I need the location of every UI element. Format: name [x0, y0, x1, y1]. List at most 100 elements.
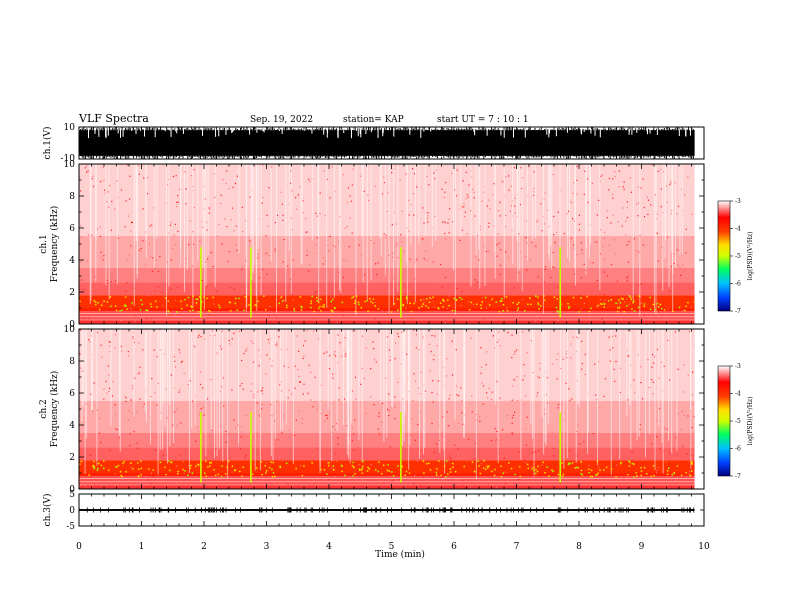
noise-speck	[461, 290, 463, 293]
noise-speck	[152, 476, 154, 478]
vertical-streak	[530, 329, 532, 425]
noise-speck	[432, 261, 434, 264]
intensity-hotspot	[263, 295, 265, 297]
noise-speck	[236, 175, 238, 177]
vertical-streak	[630, 329, 632, 450]
intensity-hotspot	[517, 307, 519, 309]
intensity-hotspot	[488, 465, 490, 467]
intensity-hotspot	[518, 465, 521, 468]
noise-speck	[624, 301, 626, 303]
noise-speck	[350, 486, 352, 488]
noise-speck	[536, 221, 538, 223]
intensity-hotspot	[491, 470, 493, 473]
noise-speck	[416, 460, 418, 462]
noise-speck	[104, 189, 106, 191]
vertical-streak	[578, 329, 580, 408]
noise-speck	[92, 185, 95, 188]
vertical-streak	[526, 164, 528, 261]
intensity-hotspot	[616, 306, 619, 309]
intensity-hotspot	[270, 461, 272, 463]
noise-speck	[691, 318, 693, 320]
noise-speck	[428, 184, 430, 186]
noise-speck	[222, 178, 224, 181]
noise-speck	[641, 439, 643, 442]
noise-speck	[170, 259, 172, 261]
noise-speck	[105, 380, 107, 382]
vertical-streak	[454, 329, 456, 420]
intensity-hotspot	[629, 296, 632, 299]
noise-speck	[443, 477, 445, 479]
noise-speck	[666, 428, 668, 430]
intensity-hotspot	[274, 475, 276, 478]
noise-speck	[460, 304, 462, 306]
intensity-hotspot	[591, 475, 593, 478]
noise-speck	[111, 421, 113, 423]
noise-speck	[344, 337, 346, 339]
noise-speck	[364, 274, 366, 276]
noise-speck	[269, 306, 271, 308]
vertical-streak	[326, 164, 328, 308]
intensity-hotspot	[586, 295, 588, 298]
intensity-hotspot	[152, 469, 155, 471]
intensity-hotspot	[103, 467, 105, 470]
noise-speck	[428, 343, 431, 345]
noise-speck	[125, 290, 127, 292]
noise-speck	[287, 265, 289, 267]
noise-speck	[214, 196, 216, 198]
intensity-hotspot	[167, 310, 169, 312]
noise-speck	[669, 452, 671, 454]
noise-speck	[673, 262, 675, 265]
ch3-waveform-ylabel: ch.3(V)	[42, 494, 53, 527]
intensity-hotspot	[638, 295, 641, 297]
intensity-hotspot	[279, 466, 281, 469]
noise-speck	[170, 374, 172, 376]
noise-speck	[299, 185, 301, 188]
noise-speck	[79, 176, 81, 178]
spike-event	[200, 247, 202, 318]
intensity-hotspot	[603, 302, 605, 305]
intensity-hotspot	[666, 473, 669, 475]
noise-speck	[339, 342, 341, 344]
noise-speck	[258, 365, 260, 367]
noise-speck	[319, 213, 321, 215]
noise-speck	[245, 454, 247, 456]
noise-speck	[581, 363, 583, 365]
y-tick-label: 2	[69, 288, 75, 298]
intensity-hotspot	[622, 298, 624, 300]
vertical-streak	[250, 164, 252, 240]
noise-speck	[470, 337, 472, 339]
vertical-streak	[542, 164, 544, 314]
noise-speck	[486, 397, 488, 399]
noise-speck	[676, 249, 678, 251]
vertical-streak	[96, 329, 98, 466]
intensity-hotspot	[672, 310, 674, 313]
noise-speck	[174, 315, 176, 317]
noise-speck	[603, 293, 606, 295]
noise-speck	[405, 353, 408, 355]
noise-speck	[334, 351, 336, 353]
noise-speck	[608, 189, 610, 191]
noise-speck	[197, 336, 199, 338]
noise-speck	[614, 454, 617, 456]
noise-speck	[651, 366, 653, 368]
vertical-streak	[346, 329, 348, 455]
intensity-hotspot	[438, 307, 440, 310]
noise-speck	[594, 241, 596, 243]
noise-speck	[394, 396, 396, 398]
vertical-streak	[400, 329, 402, 429]
noise-speck	[508, 256, 510, 258]
noise-speck	[442, 221, 444, 223]
vertical-streak	[520, 329, 522, 460]
intensity-hotspot	[629, 461, 631, 464]
noise-speck	[241, 268, 243, 270]
vertical-streak	[588, 164, 590, 259]
vertical-streak	[587, 329, 589, 432]
noise-speck	[344, 227, 347, 229]
noise-speck	[291, 393, 293, 395]
noise-speck	[244, 456, 246, 458]
noise-speck	[505, 471, 507, 473]
noise-speck	[587, 202, 589, 204]
noise-speck	[197, 431, 199, 433]
colorbar-tick-label: -4	[735, 226, 741, 233]
intensity-hotspot	[500, 298, 503, 300]
